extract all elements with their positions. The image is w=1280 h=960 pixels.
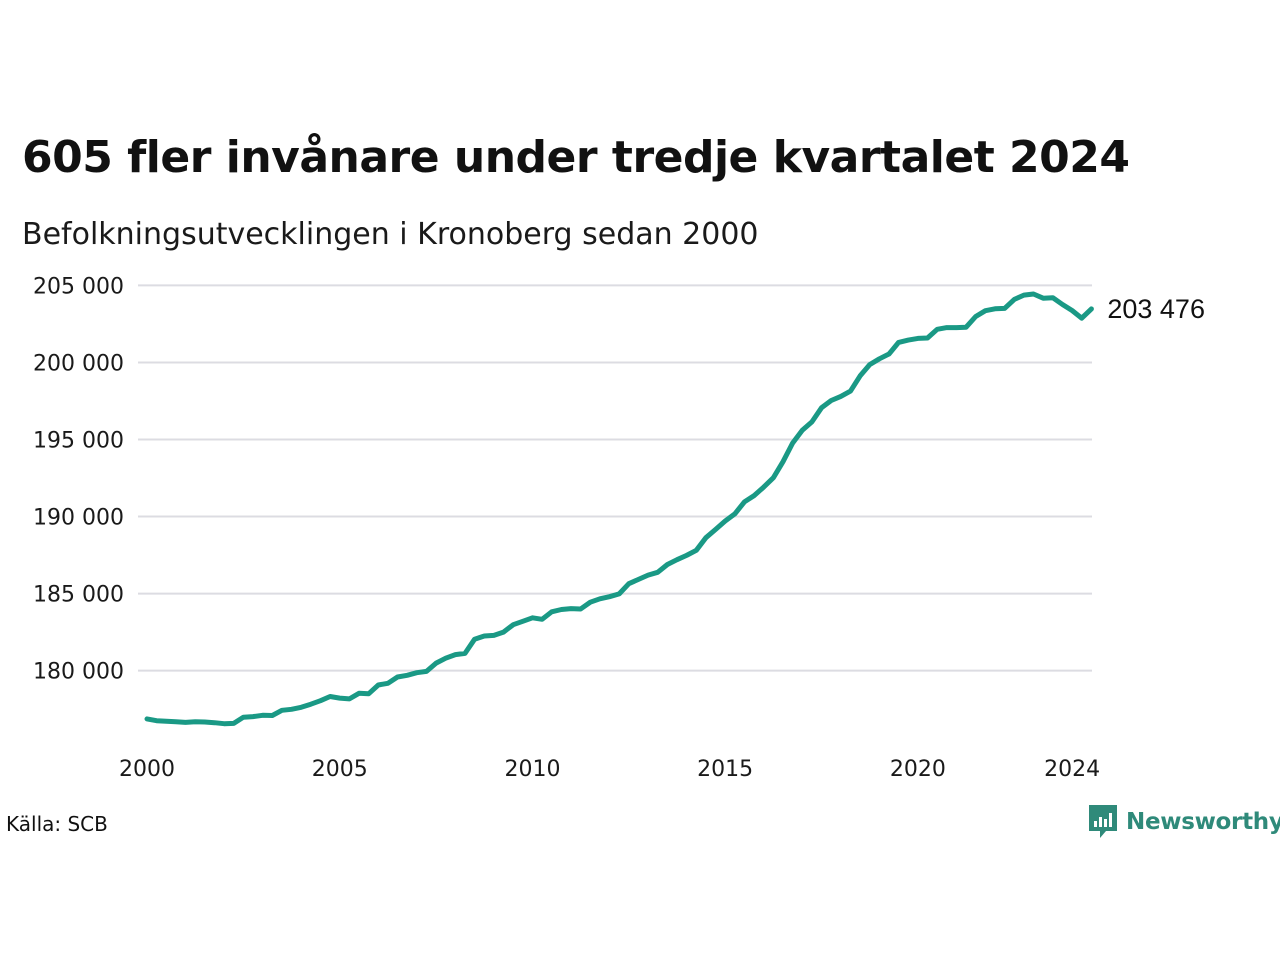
series-line-0 bbox=[144, 291, 1094, 727]
brand-name: Newsworthy bbox=[1126, 809, 1280, 835]
end-value-label: 203 476 bbox=[1107, 294, 1205, 324]
x-tick-label: 2015 bbox=[697, 757, 753, 782]
series-group bbox=[144, 291, 1094, 727]
x-tick-label: 2000 bbox=[119, 757, 175, 782]
x-tick-label: 2010 bbox=[504, 757, 560, 782]
y-tick-label: 180 000 bbox=[33, 660, 124, 685]
source-label: Källa: SCB bbox=[6, 812, 108, 836]
x-axis-tick-labels: 2000 2005 2010 2015 2020 2024 bbox=[119, 757, 1100, 782]
chart-subtitle: Befolkningsutvecklingen i Kronoberg seda… bbox=[22, 217, 759, 252]
line-chart: 180 000 185 000 190 000 195 000 200 000 205 0… bbox=[33, 274, 1205, 782]
grid-lines bbox=[138, 284, 1092, 672]
y-tick-label: 185 000 bbox=[33, 583, 124, 608]
x-tick-label: 2005 bbox=[312, 757, 368, 782]
newsworthy-logo-icon bbox=[1089, 805, 1117, 838]
y-tick-label: 190 000 bbox=[33, 506, 124, 531]
chart-title: 605 fler invånare under tredje kvartalet… bbox=[22, 132, 1130, 183]
brand: Newsworthy bbox=[1088, 804, 1280, 840]
y-tick-label: 195 000 bbox=[33, 429, 124, 454]
x-tick-label: 2024 bbox=[1044, 757, 1100, 782]
y-axis-tick-labels: 180 000 185 000 190 000 195 000 200 000 205 0… bbox=[33, 274, 124, 684]
y-tick-label: 205 000 bbox=[33, 274, 124, 299]
x-tick-label: 2020 bbox=[890, 757, 946, 782]
y-tick-label: 200 000 bbox=[33, 351, 124, 376]
